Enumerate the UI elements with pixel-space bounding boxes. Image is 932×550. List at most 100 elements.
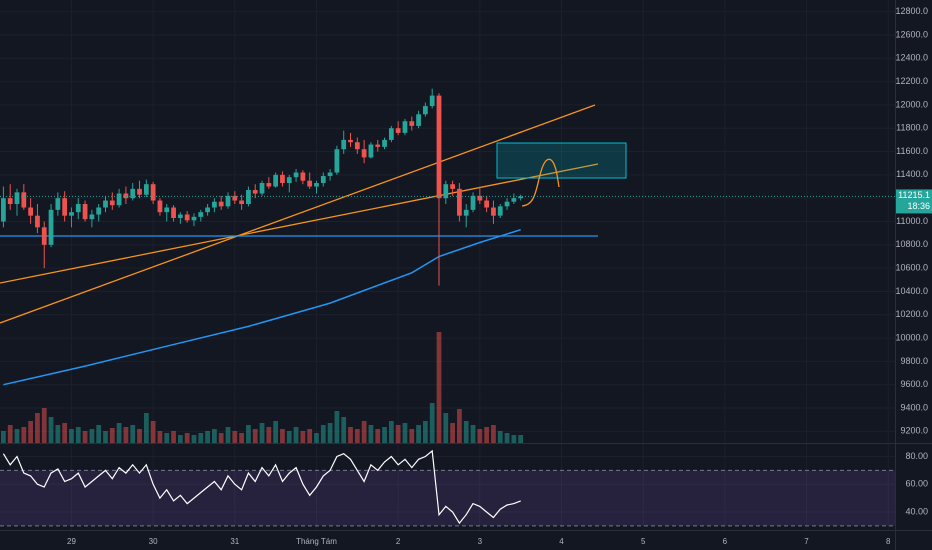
volume-bar [443, 413, 449, 443]
candle-body [470, 195, 476, 210]
x-tick-label: 3 [478, 537, 483, 546]
y-tick-label: 11600.0 [896, 146, 928, 156]
volume-bar [477, 429, 483, 443]
candles [0, 88, 895, 525]
candle-body [273, 174, 279, 187]
candle-body [205, 207, 210, 213]
rsi-line [2, 449, 521, 525]
volume-bar [28, 421, 34, 443]
candle-body [157, 200, 163, 213]
projection [521, 158, 560, 207]
volume-bar [96, 425, 102, 443]
candle-body [463, 209, 469, 216]
volume-bar [143, 413, 149, 443]
y-tick-label: 9200.0 [900, 426, 928, 436]
y-tick-label: 12600.0 [895, 29, 928, 39]
volume-bar [314, 433, 319, 443]
volume-bar [450, 423, 455, 443]
price-tag-label: 11215.1 [898, 190, 930, 200]
candle-body [123, 193, 129, 199]
volume-bar [497, 431, 503, 443]
x-tick-label: 31 [230, 537, 239, 546]
volume-bar [191, 435, 197, 443]
x-tick-label: 8 [886, 537, 891, 546]
rsi-tick-label: 80.00 [905, 451, 928, 461]
candle-body [1, 198, 6, 222]
candle-body [212, 201, 217, 208]
volume-bar [225, 427, 231, 443]
volume-bar [184, 433, 190, 443]
rsi-band [0, 470, 895, 526]
trend-line [0, 163, 599, 284]
candle-body [41, 227, 47, 245]
countdown-label: 18:36 [907, 201, 930, 211]
candle-body [320, 176, 326, 184]
volume-bar [491, 425, 496, 443]
candle-body [382, 139, 387, 147]
y-tick-label: 9600.0 [900, 379, 928, 389]
volume-bar [123, 427, 129, 443]
candle-body [150, 184, 156, 201]
candle-body [375, 144, 381, 147]
candle-body [361, 149, 367, 158]
volume-bar [388, 421, 394, 443]
y-tick-label: 11400.0 [896, 169, 928, 179]
candle-body [409, 121, 415, 126]
candle-body [307, 180, 313, 187]
y-tick-label: 10000.0 [895, 332, 928, 342]
x-tick-label: 29 [67, 537, 76, 546]
candle-body [14, 192, 20, 205]
candle-body [21, 192, 27, 208]
candle-body [48, 209, 54, 245]
candle-body [280, 174, 285, 184]
volume-bar [348, 427, 353, 443]
volume-bar [300, 431, 306, 443]
volume-bar [157, 431, 163, 443]
volume-bar [463, 421, 469, 443]
candle-body [388, 128, 394, 140]
volume-bar [327, 423, 333, 443]
candle-body [252, 190, 258, 194]
rsi-tick-label: 40.00 [905, 506, 928, 516]
candle-body [232, 195, 238, 201]
volume-bar [354, 429, 360, 443]
y-tick-label: 12200.0 [895, 76, 928, 86]
candle-body [89, 214, 95, 220]
candle-body [491, 207, 496, 216]
volume-bar [307, 429, 313, 443]
volume-bar [429, 403, 435, 443]
volume-bar [89, 429, 95, 443]
volume-bar [41, 408, 47, 443]
candle-body [171, 207, 176, 219]
volume-bar [484, 427, 490, 443]
volume-bar [35, 413, 40, 443]
volume-bar [55, 425, 61, 443]
volume-bar [62, 423, 68, 443]
volume-bar [69, 429, 74, 443]
candle-body [368, 144, 374, 158]
candle-body [259, 183, 265, 194]
volume-bar [252, 429, 258, 443]
volume-bar [470, 425, 476, 443]
candle-body [477, 195, 483, 201]
volume-bar [205, 431, 210, 443]
candle-body [286, 177, 292, 184]
x-tick-label: 5 [641, 537, 646, 546]
y-tick-label: 12400.0 [895, 53, 928, 63]
volume-bar [116, 423, 122, 443]
volume-bar [511, 435, 517, 443]
x-tick-label: 7 [804, 537, 809, 546]
drawings [0, 104, 627, 324]
candle-body [511, 198, 517, 202]
volume-bar [409, 429, 415, 443]
y-tick-label: 12000.0 [895, 99, 928, 109]
candle-body [300, 172, 306, 181]
candle-body [35, 215, 40, 228]
candle-body [402, 121, 408, 133]
y-tick-label: 10600.0 [895, 263, 928, 273]
volume-bar [109, 428, 115, 443]
candle-body [354, 142, 360, 150]
candle-body [416, 114, 421, 126]
y-tick-label: 11000.0 [896, 216, 928, 226]
